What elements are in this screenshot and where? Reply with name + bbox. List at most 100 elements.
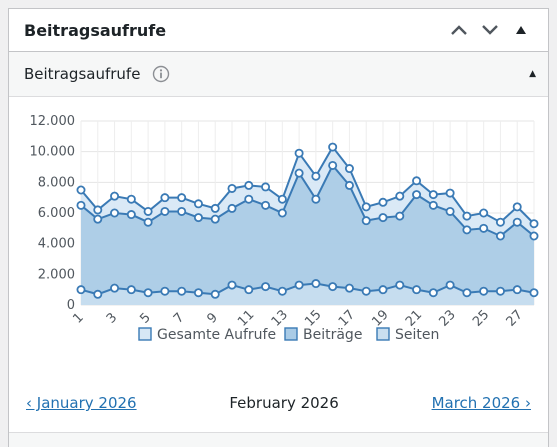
- data-point: [311, 279, 321, 289]
- y-tick-label: 12.000: [30, 114, 76, 129]
- data-point: [193, 213, 203, 223]
- current-month: February 2026: [229, 394, 339, 412]
- data-point: [177, 206, 187, 216]
- data-point: [110, 208, 120, 218]
- triangle-up-icon: [515, 26, 526, 34]
- y-tick-label: 2.000: [38, 267, 75, 282]
- sub-header: Beitragsaufrufe ▲: [9, 52, 548, 97]
- info-icon[interactable]: [152, 65, 170, 83]
- data-point: [361, 216, 371, 226]
- data-point: [462, 288, 472, 298]
- data-point: [412, 176, 422, 186]
- data-point: [512, 285, 522, 295]
- data-point: [395, 211, 405, 221]
- x-tick-label: 5: [137, 310, 153, 326]
- data-point: [143, 206, 153, 216]
- data-point: [428, 190, 438, 200]
- data-point: [495, 231, 505, 241]
- data-point: [378, 197, 388, 207]
- x-tick-label: 3: [104, 310, 120, 326]
- data-point: [344, 164, 354, 174]
- data-point: [210, 203, 220, 213]
- chevron-up-icon: [450, 25, 467, 35]
- data-point: [160, 193, 170, 203]
- data-point: [378, 213, 388, 223]
- data-point: [244, 285, 254, 295]
- y-tick-label: 10.000: [30, 145, 76, 160]
- data-point: [76, 185, 86, 195]
- data-point: [160, 286, 170, 296]
- data-point: [529, 219, 539, 229]
- data-point: [294, 148, 304, 158]
- data-point: [126, 285, 136, 295]
- month-navigation: ‹ January 2026 February 2026 March 2026 …: [26, 394, 531, 412]
- data-point: [495, 217, 505, 227]
- move-down-button[interactable]: [474, 9, 505, 51]
- sub-title: Beitragsaufrufe: [24, 65, 141, 83]
- data-point: [445, 188, 455, 198]
- widget-header: Beitragsaufrufe: [9, 9, 548, 52]
- data-point: [93, 205, 103, 215]
- data-point: [76, 200, 86, 210]
- data-point: [361, 202, 371, 212]
- data-point: [395, 280, 405, 290]
- series-line: [80, 282, 535, 296]
- data-point: [378, 285, 388, 295]
- data-point: [227, 183, 237, 193]
- data-point: [261, 282, 271, 292]
- data-point: [529, 288, 539, 298]
- data-point: [479, 208, 489, 218]
- data-point: [143, 288, 153, 298]
- data-point: [227, 280, 237, 290]
- data-point: [479, 223, 489, 233]
- data-point: [495, 286, 505, 296]
- data-point: [126, 194, 136, 204]
- data-point: [344, 180, 354, 190]
- move-up-button[interactable]: [443, 9, 474, 51]
- prev-month-link[interactable]: ‹ January 2026: [26, 394, 137, 412]
- next-month-link[interactable]: March 2026 ›: [431, 394, 531, 412]
- data-point: [328, 160, 338, 170]
- data-point: [428, 288, 438, 298]
- data-point: [311, 194, 321, 204]
- data-point: [261, 200, 271, 210]
- data-point: [294, 280, 304, 290]
- y-tick-label: 6.000: [38, 206, 75, 221]
- stats-widget: Beitragsaufrufe Beitragsaufrufe ▲ 0 2.000…: [8, 8, 549, 447]
- data-point: [93, 214, 103, 224]
- chart-svg: 0 2.000 4.000 6.000 8.000 10.000 12.000 1 3 5 7 9 1…: [30, 114, 539, 343]
- chevron-down-icon: [481, 25, 498, 35]
- data-point: [227, 203, 237, 213]
- data-point: [512, 217, 522, 227]
- views-chart: 0 2.000 4.000 6.000 8.000 10.000 12.000 1 3 5 7 9 1…: [9, 97, 548, 357]
- data-point: [462, 225, 472, 235]
- data-point: [160, 206, 170, 216]
- data-point: [193, 199, 203, 209]
- data-point: [445, 206, 455, 216]
- data-point: [311, 171, 321, 181]
- data-point: [479, 286, 489, 296]
- legend-swatch: [284, 327, 298, 341]
- series-line: [80, 163, 535, 238]
- data-point: [277, 286, 287, 296]
- y-tick-label: 4.000: [38, 237, 75, 252]
- data-point: [328, 142, 338, 152]
- data-point: [344, 283, 354, 293]
- data-point: [244, 194, 254, 204]
- data-point: [143, 217, 153, 227]
- sub-toggle-button[interactable]: ▲: [529, 69, 536, 79]
- data-point: [395, 191, 405, 201]
- data-point: [261, 182, 271, 192]
- data-point: [277, 208, 287, 218]
- x-tick-label: 7: [171, 310, 187, 326]
- y-tick-label: 0: [67, 298, 75, 313]
- data-point: [110, 191, 120, 201]
- widget-title: Beitragsaufrufe: [24, 20, 167, 40]
- legend-label: Beiträge: [303, 327, 362, 343]
- data-point: [428, 200, 438, 210]
- toggle-panel-button[interactable]: [505, 9, 536, 51]
- x-tick-label: 25: [470, 307, 492, 329]
- legend-swatch: [376, 327, 390, 341]
- data-point: [110, 283, 120, 293]
- data-point: [177, 193, 187, 203]
